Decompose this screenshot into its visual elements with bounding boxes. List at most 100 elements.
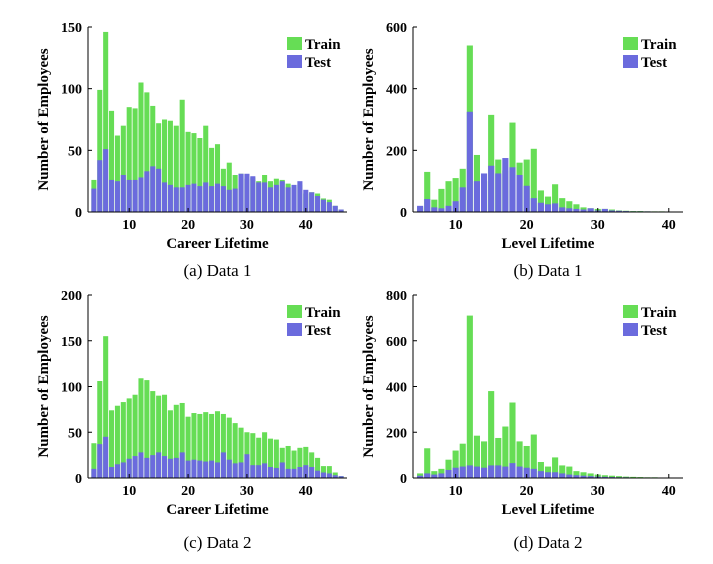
test-bar <box>109 467 115 478</box>
test-bar <box>203 461 209 478</box>
test-bar <box>452 201 459 212</box>
train-bar <box>185 131 191 212</box>
x-axis-label: Level Lifetime <box>502 236 595 252</box>
train-bar <box>438 468 445 478</box>
chart-panel-2: 0 200 400 600 10 20 30 40 Level Lifetime Number o… <box>361 21 683 280</box>
train-bar <box>580 472 587 478</box>
legend-test-swatch <box>623 323 638 336</box>
test-bar <box>209 186 215 212</box>
train-bar <box>601 475 608 478</box>
train-bar <box>238 427 244 478</box>
train-bar <box>466 315 473 478</box>
train-bar <box>320 466 326 478</box>
train-bar <box>587 473 594 478</box>
test-bar <box>552 472 559 478</box>
x-tick-label: 30 <box>240 484 254 499</box>
test-bar <box>417 205 424 212</box>
train-bar <box>566 466 573 478</box>
test-bar <box>309 467 315 478</box>
legend-test-swatch <box>287 55 302 68</box>
test-bar <box>226 459 232 478</box>
train-bar <box>616 476 623 478</box>
train-bar <box>250 433 256 478</box>
test-bar <box>156 452 162 478</box>
test-bar <box>445 469 452 478</box>
test-bar <box>150 166 156 212</box>
test-bar <box>544 204 552 212</box>
test-bar <box>338 476 344 478</box>
test-bar <box>291 468 297 478</box>
train-bar <box>273 439 279 478</box>
y-tick-label: 150 <box>61 335 82 350</box>
train-bar <box>103 336 109 478</box>
train-bar <box>214 411 221 478</box>
test-bar <box>473 181 480 212</box>
legend-train-label: Train <box>305 305 341 321</box>
test-bar <box>601 476 608 478</box>
train-bar <box>303 446 309 478</box>
test-bar <box>297 181 303 212</box>
test-bar <box>126 458 132 478</box>
test-bar <box>326 202 332 212</box>
y-axis-label: Number of Employees <box>361 315 377 457</box>
test-bar <box>580 209 587 212</box>
test-bar <box>452 467 459 478</box>
test-bar <box>167 458 173 478</box>
panel-caption: (d) Data 2 <box>514 533 583 552</box>
test-bar <box>279 181 285 212</box>
x-axis-label: Career Lifetime <box>166 502 269 518</box>
y-tick-label: 200 <box>61 289 82 304</box>
test-bar <box>530 468 537 478</box>
test-bar <box>332 205 338 212</box>
test-bar <box>144 171 150 212</box>
test-bar <box>191 183 197 212</box>
test-bar <box>608 210 615 212</box>
train-bar <box>144 380 150 478</box>
x-tick-label: 40 <box>662 218 676 233</box>
train-bar <box>630 476 637 478</box>
train-bar <box>156 123 162 212</box>
test-bar <box>232 188 238 212</box>
train-bar <box>97 89 103 212</box>
test-bar <box>109 179 115 212</box>
train-bar <box>452 178 459 212</box>
x-tick-label: 10 <box>122 484 136 499</box>
test-bar <box>97 160 103 212</box>
train-bar <box>552 457 559 478</box>
train-bar <box>179 402 185 478</box>
legend-train-label: Train <box>641 305 677 321</box>
test-bar <box>587 208 594 212</box>
train-bar <box>530 434 537 478</box>
x-tick-label: 30 <box>240 218 254 233</box>
test-bar <box>566 474 573 478</box>
train-bar <box>267 438 274 478</box>
x-tick-label: 40 <box>299 218 313 233</box>
test-bar <box>509 463 516 478</box>
test-bar <box>114 464 120 478</box>
x-tick-label: 20 <box>520 484 534 499</box>
test-bar <box>445 205 452 212</box>
y-tick-label: 200 <box>386 144 407 159</box>
train-bar <box>120 402 126 478</box>
test-bar <box>523 185 530 212</box>
test-bar <box>285 187 291 212</box>
test-bar <box>473 466 480 478</box>
test-bar <box>238 462 244 478</box>
train-bar <box>530 148 537 212</box>
y-tick-label: 150 <box>61 21 82 36</box>
test-bar <box>544 472 552 478</box>
train-bar <box>481 441 488 478</box>
train-bar <box>559 198 566 213</box>
test-bar <box>185 460 191 478</box>
train-bar <box>424 171 431 212</box>
train-bar <box>156 395 162 478</box>
legend-test-label: Test <box>641 323 667 339</box>
test-bar <box>559 473 566 478</box>
test-bar <box>191 459 197 478</box>
x-tick-label: 30 <box>591 218 605 233</box>
test-bar <box>285 468 291 478</box>
train-bar <box>167 120 173 212</box>
test-bar <box>185 184 191 212</box>
train-bar <box>445 181 452 212</box>
